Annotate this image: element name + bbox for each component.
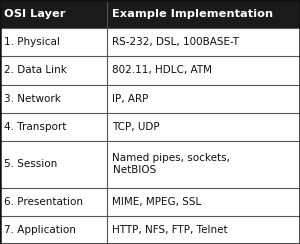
Text: Named pipes, sockets,
NetBIOS: Named pipes, sockets, NetBIOS [112, 153, 230, 175]
Text: 6. Presentation: 6. Presentation [4, 197, 83, 207]
Bar [0, 84, 300, 113]
Bar [0, 216, 300, 244]
Text: 2. Data Link: 2. Data Link [4, 65, 68, 75]
Bar [0, 0, 300, 28]
Text: TCP, UDP: TCP, UDP [112, 122, 160, 132]
Bar [0, 141, 300, 188]
Text: Example Implementation: Example Implementation [112, 9, 274, 19]
Text: MIME, MPEG, SSL: MIME, MPEG, SSL [112, 197, 202, 207]
Text: IP, ARP: IP, ARP [112, 94, 149, 104]
Text: 1. Physical: 1. Physical [4, 37, 60, 47]
Text: 4. Transport: 4. Transport [4, 122, 67, 132]
Text: OSI Layer: OSI Layer [4, 9, 66, 19]
Bar [0, 56, 300, 84]
Text: RS-232, DSL, 100BASE-T: RS-232, DSL, 100BASE-T [112, 37, 239, 47]
Text: 5. Session: 5. Session [4, 159, 58, 169]
Bar [0, 28, 300, 56]
Text: HTTP, NFS, FTP, Telnet: HTTP, NFS, FTP, Telnet [112, 225, 228, 235]
Bar [0, 113, 300, 141]
Bar [0, 188, 300, 216]
Text: 802.11, HDLC, ATM: 802.11, HDLC, ATM [112, 65, 212, 75]
Text: 7. Application: 7. Application [4, 225, 76, 235]
Text: 3. Network: 3. Network [4, 94, 62, 104]
